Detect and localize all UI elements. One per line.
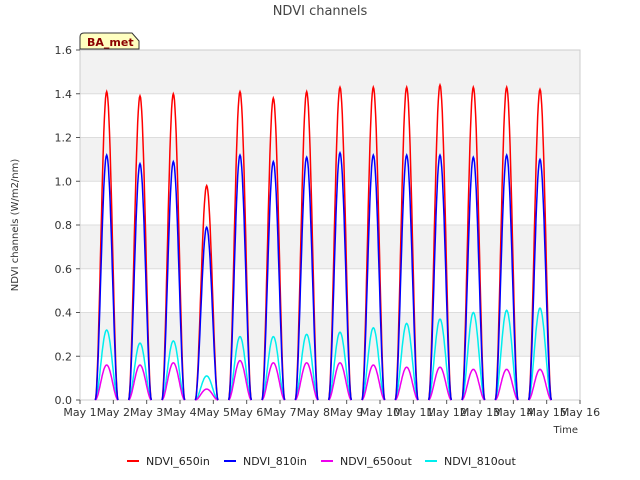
series-peak: [161, 362, 186, 401]
legend-label: NDVI_810in: [243, 455, 307, 468]
plot-band: [80, 181, 580, 225]
series-peak: [94, 329, 119, 401]
plot-band: [80, 312, 580, 357]
series-peak: [228, 335, 252, 401]
series-NDVI_810out: [94, 307, 552, 401]
series-peak: [494, 368, 519, 401]
series-peak: [128, 342, 152, 401]
x-tick-label: May 4: [163, 406, 196, 419]
series-peak: [228, 359, 252, 401]
series-peak: [195, 388, 219, 401]
x-tick-label: May 7: [263, 406, 296, 419]
series-peak: [394, 152, 419, 401]
y-tick-label: 0.8: [55, 219, 73, 232]
series-NDVI_810in: [94, 150, 553, 401]
series-peak: [261, 335, 286, 401]
x-tick-label: May 8: [297, 406, 330, 419]
series-peak: [461, 368, 486, 401]
plot-band: [80, 225, 580, 269]
series-peak: [128, 364, 152, 401]
series-peak: [528, 307, 552, 401]
series-peak: [527, 157, 553, 401]
y-tick-label: 1.4: [55, 88, 73, 101]
series-peak: [461, 155, 486, 401]
series-peak: [294, 333, 319, 401]
series-peak: [328, 362, 352, 401]
legend: NDVI_650in NDVI_810in NDVI_650out NDVI_810o…: [127, 455, 516, 468]
plot-band: [80, 50, 580, 94]
series-peak: [361, 326, 386, 401]
legend-label: NDVI_650in: [146, 455, 210, 468]
x-tick-label: May 5: [197, 406, 230, 419]
x-axis-label: Time: [553, 425, 578, 436]
series-peak: [227, 153, 253, 401]
series-peak: [94, 364, 119, 401]
series-peak: [394, 322, 419, 401]
x-tick-label: May 6: [230, 406, 263, 419]
x-tick-label: May 14: [493, 406, 533, 419]
series-NDVI_650out: [94, 359, 552, 401]
legend-label: NDVI_650out: [340, 455, 412, 468]
x-tick-label: May 15: [527, 406, 567, 419]
badge-box: [79, 32, 140, 50]
x-tick-label: May 12: [427, 406, 467, 419]
series-peak: [195, 375, 219, 401]
series-peak: [461, 311, 486, 401]
y-tick-label: 0.2: [55, 350, 73, 363]
series-peak: [161, 339, 186, 401]
y-tick-label: 0.6: [55, 263, 73, 276]
series-layer: [94, 82, 553, 401]
station-badge: BA_met: [79, 32, 140, 50]
series-peak: [328, 331, 352, 401]
badge-label: BA_met: [87, 36, 134, 49]
x-tick-label: May 3: [130, 406, 163, 419]
y-tick-label: 1.2: [55, 132, 73, 145]
series-peak: [94, 152, 119, 401]
series-peak: [494, 309, 519, 401]
series-peak: [428, 318, 452, 401]
x-tick-label: May 13: [460, 406, 500, 419]
series-peak: [294, 362, 319, 401]
plot-band: [80, 268, 580, 313]
chart-title: NDVI channels: [273, 4, 368, 19]
series-peak: [261, 159, 286, 401]
x-tick-label: May 10: [360, 406, 400, 419]
x-tick-label: May 11: [393, 406, 433, 419]
series-peak: [361, 152, 386, 401]
y-tick-label: 0.4: [55, 307, 73, 320]
y-tick-label: 1.6: [55, 44, 73, 57]
series-peak: [528, 368, 552, 401]
series-peak: [327, 150, 353, 401]
x-tick-label: May 2: [97, 406, 130, 419]
series-peak: [294, 155, 319, 401]
series-peak: [161, 159, 186, 401]
y-tick-label: 0.0: [55, 394, 73, 407]
series-peak: [194, 225, 219, 401]
y-tick-label: 1.0: [55, 175, 73, 188]
series-peak: [361, 364, 386, 401]
x-tick-label: May 16: [560, 406, 600, 419]
series-peak: [394, 366, 419, 401]
legend-label: NDVI_810out: [444, 455, 516, 468]
y-axis-label: NDVI channels (W/m2/nm): [10, 159, 21, 292]
series-peak: [428, 366, 452, 401]
x-tick-label: May 1: [63, 406, 96, 419]
plot-bands: [80, 50, 580, 400]
series-peak: [494, 152, 519, 401]
x-tick-label: May 9: [330, 406, 363, 419]
series-peak: [127, 161, 153, 401]
plot-band: [80, 93, 580, 138]
series-peak: [261, 362, 286, 401]
series-peak: [427, 153, 453, 401]
plot-band: [80, 137, 580, 182]
